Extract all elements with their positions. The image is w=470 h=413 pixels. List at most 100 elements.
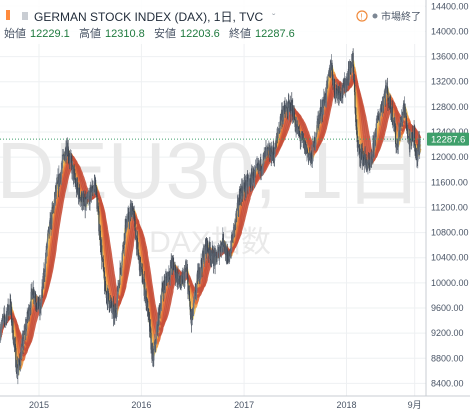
candle[interactable] xyxy=(112,296,115,327)
candle[interactable] xyxy=(336,83,339,101)
candle[interactable] xyxy=(90,192,93,203)
candle[interactable] xyxy=(189,301,191,320)
candle[interactable] xyxy=(60,162,62,186)
candle[interactable] xyxy=(0,327,2,343)
candle[interactable] xyxy=(353,73,356,96)
candle[interactable] xyxy=(143,271,145,302)
candle[interactable] xyxy=(362,153,364,165)
candle[interactable] xyxy=(285,103,287,118)
candle[interactable] xyxy=(194,291,196,303)
candle[interactable] xyxy=(130,200,132,219)
candle[interactable] xyxy=(383,90,385,98)
candle[interactable] xyxy=(81,191,83,210)
candle[interactable] xyxy=(102,255,104,272)
candle[interactable] xyxy=(186,260,188,273)
candle[interactable] xyxy=(253,166,255,183)
candle[interactable] xyxy=(409,130,411,150)
candle[interactable] xyxy=(214,245,216,268)
candle[interactable] xyxy=(314,131,316,151)
candle[interactable] xyxy=(389,94,391,110)
candle[interactable] xyxy=(245,174,247,198)
candle[interactable] xyxy=(373,139,375,159)
candle[interactable] xyxy=(402,114,404,127)
candle[interactable] xyxy=(47,228,49,237)
candle[interactable] xyxy=(267,143,269,158)
candle[interactable] xyxy=(364,146,366,166)
candle[interactable] xyxy=(325,80,328,108)
candle[interactable] xyxy=(355,107,357,130)
candle[interactable] xyxy=(419,137,421,154)
candle[interactable] xyxy=(374,128,376,146)
candle[interactable] xyxy=(56,174,58,187)
candle[interactable] xyxy=(379,104,382,114)
candle[interactable] xyxy=(35,290,37,311)
candle[interactable] xyxy=(121,249,123,266)
candle[interactable] xyxy=(286,102,289,120)
candle[interactable] xyxy=(82,190,84,211)
candle[interactable] xyxy=(55,177,58,200)
candle[interactable] xyxy=(84,198,86,213)
candle[interactable] xyxy=(247,174,249,193)
candle[interactable] xyxy=(163,273,166,290)
candle[interactable] xyxy=(318,110,320,132)
candle[interactable] xyxy=(199,267,201,285)
candle[interactable] xyxy=(34,292,36,299)
candle[interactable] xyxy=(387,88,389,112)
candle[interactable] xyxy=(262,153,264,175)
candle[interactable] xyxy=(46,239,48,257)
candle[interactable] xyxy=(255,157,258,169)
candle[interactable] xyxy=(86,191,88,205)
candle[interactable] xyxy=(198,263,200,285)
candle[interactable] xyxy=(404,106,407,117)
candle[interactable] xyxy=(407,124,409,143)
price-axis[interactable]: 8400.00 8800.00 9200.00 9600.00 10000.00 1040… xyxy=(431,1,469,388)
candle[interactable] xyxy=(97,198,99,215)
candle[interactable] xyxy=(402,105,404,122)
candle[interactable] xyxy=(44,252,46,277)
candle[interactable] xyxy=(59,173,61,186)
candle[interactable] xyxy=(136,229,138,257)
candle[interactable] xyxy=(177,273,180,289)
candle[interactable] xyxy=(13,337,15,353)
candle[interactable] xyxy=(155,325,157,345)
candle[interactable] xyxy=(145,288,147,311)
candle[interactable] xyxy=(196,272,198,292)
candle[interactable] xyxy=(361,142,363,170)
candle[interactable] xyxy=(270,141,272,167)
candle[interactable] xyxy=(310,150,313,160)
candle[interactable] xyxy=(326,76,328,93)
candle[interactable] xyxy=(187,276,189,300)
candle[interactable] xyxy=(62,148,64,169)
candle[interactable] xyxy=(195,282,197,300)
candle[interactable] xyxy=(315,134,317,145)
candle[interactable] xyxy=(371,151,373,165)
candle[interactable] xyxy=(377,111,380,121)
candle[interactable] xyxy=(76,177,79,195)
candle[interactable] xyxy=(254,165,256,188)
candle[interactable] xyxy=(37,296,40,310)
candle[interactable] xyxy=(164,270,167,293)
candle[interactable] xyxy=(288,94,290,109)
candle[interactable] xyxy=(107,285,109,310)
candle[interactable] xyxy=(261,163,263,177)
candle[interactable] xyxy=(322,96,324,118)
candle[interactable] xyxy=(297,126,299,136)
candle[interactable] xyxy=(134,215,136,231)
candle[interactable] xyxy=(89,184,91,211)
candle[interactable] xyxy=(33,293,35,307)
candle[interactable] xyxy=(245,185,248,197)
candle[interactable] xyxy=(88,190,90,199)
candle[interactable] xyxy=(280,112,282,130)
candle[interactable] xyxy=(385,80,387,106)
candle[interactable] xyxy=(108,293,110,302)
candle[interactable] xyxy=(300,135,302,150)
candle[interactable] xyxy=(275,136,277,150)
candle[interactable] xyxy=(342,79,344,98)
candle[interactable] xyxy=(83,190,85,210)
candle[interactable] xyxy=(395,123,397,148)
candle[interactable] xyxy=(294,112,296,120)
candle[interactable] xyxy=(140,261,142,276)
candle[interactable] xyxy=(109,299,111,312)
candle[interactable] xyxy=(263,147,265,165)
